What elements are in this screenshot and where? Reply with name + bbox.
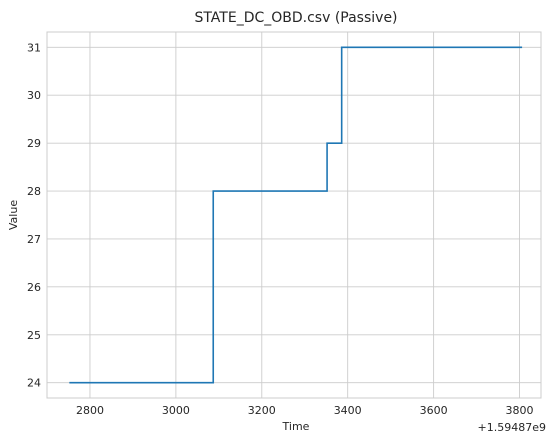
y-tick-label: 31 (27, 41, 41, 54)
x-axis-offset-label: +1.59487e9 (478, 421, 546, 434)
series-line (69, 46, 523, 384)
y-gridlines (47, 46, 541, 384)
y-axis-label: Value (7, 200, 20, 230)
y-tick-label: 24 (27, 377, 41, 390)
y-tick-label: 30 (27, 89, 41, 102)
x-tick-label: 3400 (334, 404, 362, 417)
y-tick-label: 27 (27, 233, 41, 246)
x-gridlines (89, 32, 520, 398)
chart-title: STATE_DC_OBD.csv (Passive) (194, 10, 397, 26)
x-tick-label: 3600 (420, 404, 448, 417)
x-tick-label: 3200 (248, 404, 276, 417)
y-tick-label: 25 (27, 329, 41, 342)
y-tick-label: 26 (27, 281, 41, 294)
x-tick-label: 3800 (506, 404, 534, 417)
x-axis-label: Time (282, 420, 310, 433)
plot-frame (46, 31, 542, 399)
x-tick-labels: 2800 3000 3200 3400 3600 3800 (76, 404, 534, 417)
y-tick-labels: 24 25 26 27 28 29 30 31 (27, 41, 41, 389)
x-tick-label: 3000 (162, 404, 190, 417)
y-tick-label: 28 (27, 185, 41, 198)
y-tick-label: 29 (27, 137, 41, 150)
plot-area (46, 31, 542, 399)
x-tick-label: 2800 (76, 404, 104, 417)
